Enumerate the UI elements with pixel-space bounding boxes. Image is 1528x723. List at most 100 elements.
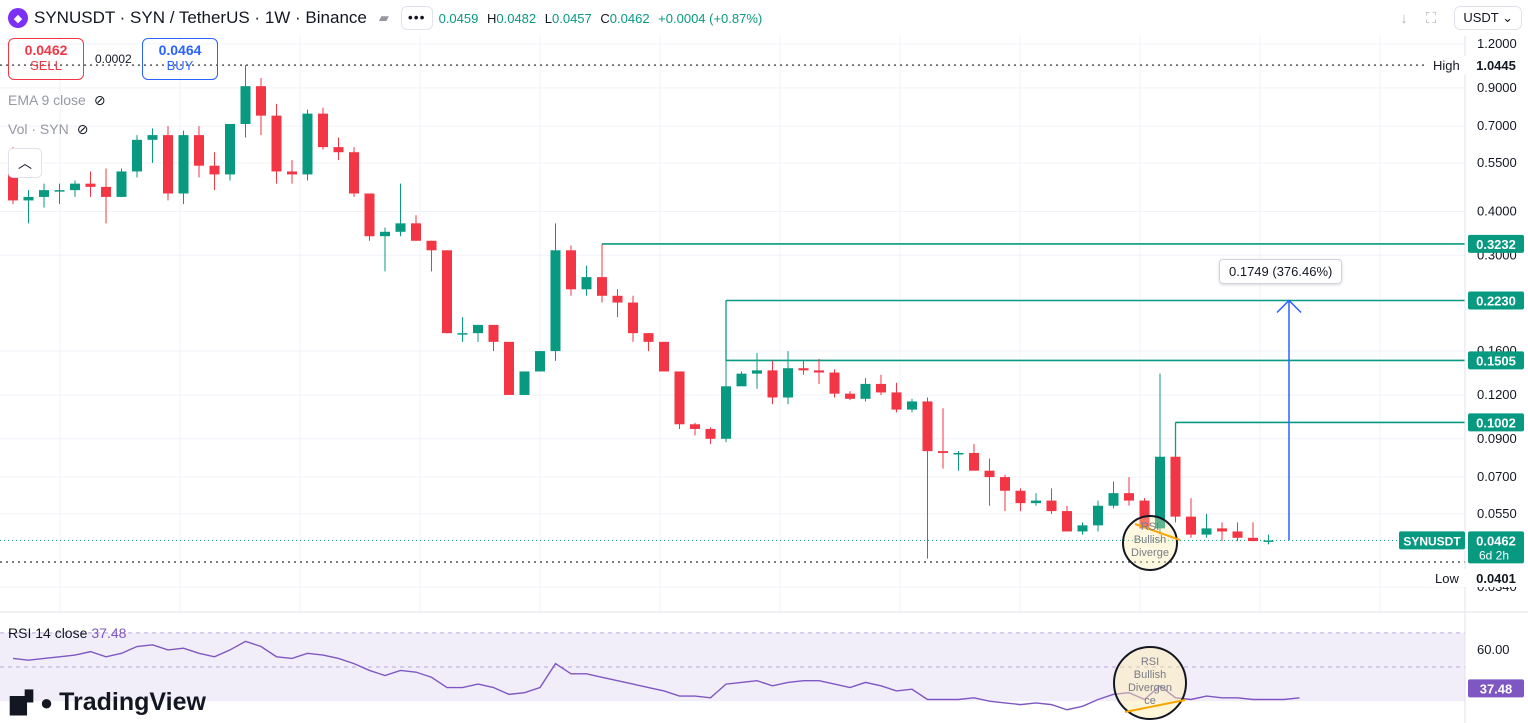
flag-icon[interactable]: ▰ (378, 10, 389, 25)
candle-body (891, 392, 902, 410)
divergence-circle (1122, 515, 1178, 571)
more-options-button[interactable]: ••• (400, 6, 433, 30)
candle-body (752, 370, 762, 374)
divergence-line (1134, 523, 1181, 541)
close-key: C (600, 10, 610, 26)
chart-grid (0, 36, 1465, 612)
candle-body (504, 341, 514, 395)
candle-body (1263, 540, 1274, 542)
y-tick-label: 0.9000 (1477, 80, 1517, 95)
candle-body (705, 428, 716, 439)
candle-body (209, 165, 220, 175)
candle-body (132, 139, 142, 172)
currency-label: USDT (1463, 10, 1499, 25)
arrow-down-icon[interactable]: ↓ (1400, 9, 1408, 27)
candle-body (814, 370, 824, 373)
candle-body (225, 123, 235, 175)
symbol-title[interactable]: SYNUSDT · SYN / TetherUS · 1W · Binance (34, 8, 367, 27)
y-tick-label: 0.0700 (1477, 469, 1517, 484)
rsi-indicator-label[interactable]: RSI 14 close 37.48 (8, 625, 126, 641)
candle-body (380, 231, 390, 237)
candle-body (597, 277, 607, 296)
candle-body (907, 401, 917, 410)
eye-off-icon[interactable]: ⊘ (93, 92, 106, 108)
rsi-line (12, 640, 1300, 711)
candle-body (643, 333, 654, 342)
y-tick-label: 0.5500 (1477, 155, 1517, 170)
candle-body (302, 113, 313, 175)
candle-body (860, 383, 871, 399)
candle-body (1248, 537, 1258, 542)
candle-body (798, 368, 809, 371)
candle-body (23, 196, 34, 201)
tradingview-logo-icon: ▆▘● (10, 689, 53, 715)
candle-body (1201, 528, 1212, 535)
candle-body (922, 401, 933, 452)
price-axis: 1.20000.90000.70000.55000.40000.30000.16… (1399, 36, 1524, 723)
vol-indicator-label[interactable]: Vol · SYN ⊘ (8, 121, 88, 138)
measure-arrowhead (1276, 299, 1302, 314)
level-price-label-bg (1468, 291, 1524, 310)
candle-body (1093, 505, 1103, 526)
high-price-label: 1.0445 (1476, 58, 1516, 73)
sell-label: SELL (30, 58, 62, 73)
rsi-divergence-text: Divergen (1128, 682, 1172, 694)
tradingview-wordmark: TradingView (59, 688, 206, 716)
chevron-up-icon: ︿ (18, 155, 32, 171)
y-tick-label: 0.4000 (1477, 203, 1517, 218)
candle-body (240, 86, 251, 124)
symbol-tag: SYNUSDT (1403, 534, 1461, 548)
level-price-label-bg (1468, 413, 1524, 432)
y-tick-label: 1.2000 (1477, 36, 1517, 51)
vol-name: Vol · SYN (8, 121, 69, 137)
symbol-tag-bg (1399, 531, 1465, 550)
candle-body (411, 223, 421, 241)
tradingview-logo[interactable]: ▆▘● TradingView (10, 688, 206, 717)
buy-label: BUY (166, 58, 194, 73)
y-tick-label: 0.0900 (1477, 431, 1517, 446)
candle-body (256, 86, 266, 116)
top-right-toolbar: ↓ ⛶ USDT ⌄ (1400, 6, 1528, 30)
low-price-label: 0.0401 (1476, 571, 1516, 586)
candle-body (101, 186, 111, 197)
candle-body (1170, 456, 1181, 517)
candle-body (612, 295, 623, 303)
candle-body (194, 135, 204, 166)
high-value: 0.0482 (496, 10, 537, 26)
candle-body (969, 452, 979, 471)
candle-body (85, 183, 96, 187)
divergence-text: RSI (1141, 521, 1159, 533)
low-price-label-bg (1468, 569, 1524, 587)
candle-body (1139, 500, 1150, 529)
rsi-band (0, 632, 1465, 702)
candle-body (349, 152, 359, 194)
measure-label[interactable]: 0.1749 (376.46%) (1219, 259, 1343, 284)
fullscreen-icon[interactable]: ⛶ (1425, 9, 1437, 27)
candle-body (488, 324, 499, 342)
buy-price: 0.0464 (158, 42, 202, 58)
ema-indicator-label[interactable]: EMA 9 close ⊘ (8, 92, 106, 109)
eye-off-icon[interactable]: ⊘ (76, 121, 89, 137)
sell-button[interactable]: 0.0462 SELL (8, 38, 84, 80)
open-value: 0.0459 (438, 10, 479, 26)
candle-body (70, 183, 80, 191)
candle-body (54, 190, 65, 192)
ohlc-readout: 0.0459 H0.0482 L0.0457 C0.0462 +0.0004 (… (439, 11, 768, 26)
level-price-label-bg (1468, 234, 1524, 253)
high-tag: High (1433, 58, 1460, 73)
candle-body (1046, 500, 1057, 512)
candle-body (1186, 516, 1196, 535)
candle-body (1155, 456, 1165, 529)
high-price-label-bg (1468, 56, 1524, 75)
level-price-label: 0.1505 (1476, 353, 1516, 368)
rsi-current-bg (1468, 679, 1524, 698)
candle-body (1217, 528, 1227, 532)
high-key: H (486, 10, 497, 26)
candle-body (1000, 477, 1010, 491)
currency-select[interactable]: USDT ⌄ (1454, 6, 1522, 30)
buy-button[interactable]: 0.0464 BUY (142, 38, 218, 80)
rsi-divergence-circle (1113, 646, 1187, 720)
collapse-legend-button[interactable]: ︿ (8, 148, 42, 178)
